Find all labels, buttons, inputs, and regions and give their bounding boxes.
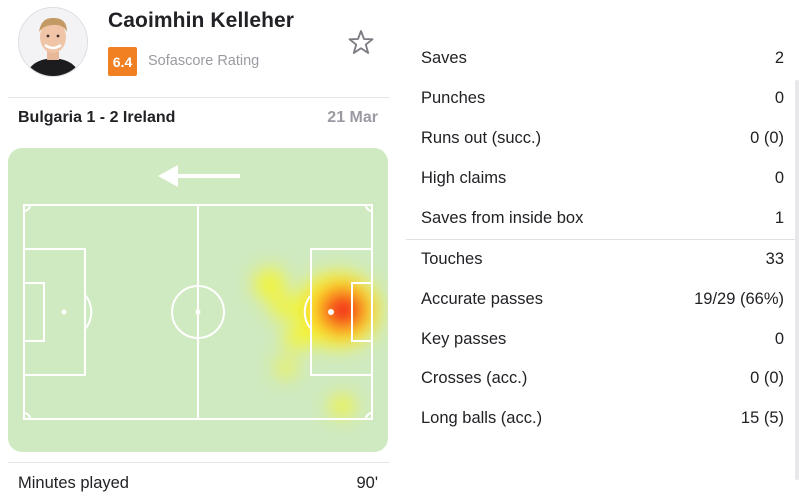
stat-value: 0	[774, 169, 784, 187]
player-name: Caoimhin Kelleher	[108, 9, 295, 32]
stat-row-touches: Touches 33	[406, 241, 784, 281]
stat-row-runs-out: Runs out (succ.) 0 (0)	[406, 120, 784, 160]
divider	[8, 97, 390, 98]
heatmap-density	[254, 268, 380, 417]
attack-direction-arrow-icon	[158, 165, 240, 187]
player-avatar[interactable]	[18, 7, 88, 77]
stats-panel: Saves 2 Punches 0 Runs out (succ.) 0 (0)…	[406, 40, 799, 504]
stat-value: 0 (0)	[750, 369, 784, 387]
stat-value: 19/29 (66%)	[694, 290, 784, 308]
match-title[interactable]: Bulgaria 1 - 2 Ireland	[18, 109, 176, 126]
heatmap	[8, 148, 388, 452]
stats-group-divider	[406, 239, 799, 240]
stat-label: Saves from inside box	[421, 209, 584, 227]
minutes-played-value: 90'	[356, 474, 378, 492]
stat-label: High claims	[421, 169, 507, 187]
stat-value: 33	[765, 250, 784, 268]
rating-badge: 6.4	[108, 47, 137, 76]
stat-row-long-balls: Long balls (acc.) 15 (5)	[406, 400, 784, 440]
stat-row-key-passes: Key passes 0	[406, 321, 784, 361]
favorite-star-icon[interactable]	[347, 28, 375, 56]
stat-row-accurate-passes: Accurate passes 19/29 (66%)	[406, 281, 784, 321]
stat-label: Saves	[421, 49, 467, 67]
heatmap-pitch	[23, 165, 380, 420]
minutes-played-label: Minutes played	[18, 474, 129, 492]
stat-label: Accurate passes	[421, 290, 543, 308]
stat-label: Long balls (acc.)	[421, 409, 543, 427]
stat-row-saves: Saves 2	[406, 40, 784, 80]
stat-label: Runs out (succ.)	[421, 129, 542, 147]
stat-row-saves-inside-box: Saves from inside box 1	[406, 200, 784, 240]
stat-value: 0	[774, 330, 784, 348]
stat-value: 1	[774, 209, 784, 227]
stat-value: 2	[774, 49, 784, 67]
stat-value: 0	[774, 89, 784, 107]
stats-scrollbar[interactable]	[795, 80, 799, 480]
stat-label: Touches	[421, 250, 483, 268]
match-date: 21 Mar	[327, 109, 378, 126]
stat-value: 15 (5)	[740, 409, 784, 427]
player-photo-icon	[19, 8, 87, 76]
player-panel: Caoimhin Kelleher 6.4 Sofascore Rating B…	[0, 0, 398, 504]
stat-label: Punches	[421, 89, 486, 107]
stat-label: Crosses (acc.)	[421, 369, 528, 387]
stat-value: 0 (0)	[750, 129, 784, 147]
divider	[8, 462, 390, 463]
stat-row-high-claims: High claims 0	[406, 160, 784, 200]
rating-label: Sofascore Rating	[148, 53, 260, 69]
stat-label: Key passes	[421, 330, 507, 348]
stat-row-punches: Punches 0	[406, 80, 784, 120]
stat-row-crosses: Crosses (acc.) 0 (0)	[406, 360, 784, 400]
